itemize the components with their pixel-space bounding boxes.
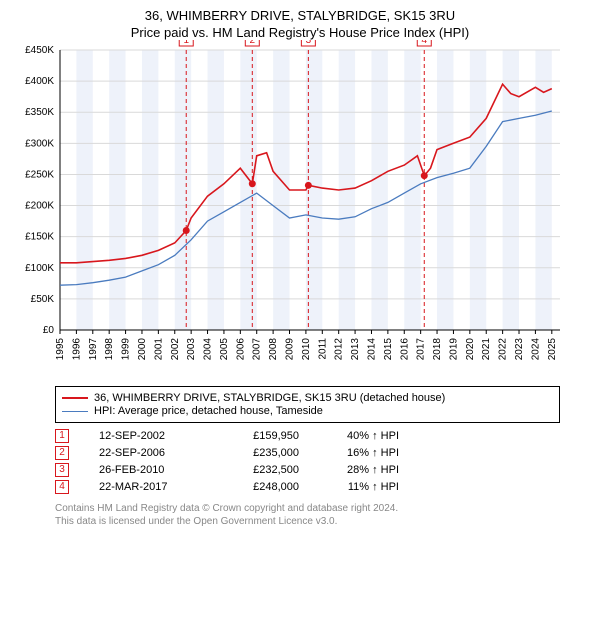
legend-item: 36, WHIMBERRY DRIVE, STALYBRIDGE, SK15 3…: [62, 392, 553, 404]
sale-row: 1 12-SEP-2002£159,95040% ↑ HPI: [55, 429, 560, 443]
sale-price: £159,950: [209, 430, 299, 442]
footer-line1: Contains HM Land Registry data © Crown c…: [55, 502, 560, 515]
x-tick-label: 2006: [235, 338, 246, 361]
x-tick-label: 2009: [285, 338, 296, 361]
x-tick-label: 2013: [350, 338, 361, 361]
year-band: [76, 50, 92, 330]
sale-date: 12-SEP-2002: [99, 430, 209, 442]
x-tick-label: 2008: [268, 338, 279, 361]
x-tick-label: 2005: [219, 338, 230, 361]
x-tick-label: 2025: [547, 338, 558, 361]
x-tick-label: 1998: [104, 338, 115, 361]
sale-point: [421, 172, 428, 179]
sale-marker-icon: 2: [55, 446, 69, 460]
footer-line2: This data is licensed under the Open Gov…: [55, 515, 560, 528]
sale-marker-icon: 1: [55, 429, 69, 443]
sale-date: 22-SEP-2006: [99, 447, 209, 459]
sale-marker-number: 1: [183, 40, 189, 46]
sale-pct-vs-hpi: 40% ↑ HPI: [299, 430, 399, 442]
x-tick-label: 2004: [203, 338, 214, 361]
year-band: [404, 50, 420, 330]
x-tick-label: 2022: [498, 338, 509, 361]
legend: 36, WHIMBERRY DRIVE, STALYBRIDGE, SK15 3…: [55, 386, 560, 423]
legend-swatch: [62, 397, 88, 399]
year-band: [142, 50, 158, 330]
x-tick-label: 2023: [514, 338, 525, 361]
x-tick-label: 1997: [88, 338, 99, 361]
y-tick-label: £450K: [25, 45, 54, 56]
sale-date: 26-FEB-2010: [99, 464, 209, 476]
x-tick-label: 1995: [55, 338, 66, 361]
year-band: [240, 50, 256, 330]
sale-marker-icon: 3: [55, 463, 69, 477]
x-tick-label: 1996: [71, 338, 82, 361]
title-subtitle: Price paid vs. HM Land Registry's House …: [10, 25, 590, 40]
sale-row: 3 26-FEB-2010£232,50028% ↑ HPI: [55, 463, 560, 477]
sale-marker-number: 3: [306, 40, 312, 46]
legend-label: HPI: Average price, detached house, Tame…: [94, 405, 323, 417]
title-block: 36, WHIMBERRY DRIVE, STALYBRIDGE, SK15 3…: [10, 8, 590, 40]
year-band: [273, 50, 289, 330]
x-tick-label: 2000: [137, 338, 148, 361]
y-tick-label: £250K: [25, 169, 54, 180]
y-tick-label: £0: [43, 325, 55, 336]
x-tick-label: 2019: [448, 338, 459, 361]
footer-attribution: Contains HM Land Registry data © Crown c…: [55, 502, 560, 528]
sale-row: 2 22-SEP-2006£235,00016% ↑ HPI: [55, 446, 560, 460]
x-tick-label: 2003: [186, 338, 197, 361]
legend-label: 36, WHIMBERRY DRIVE, STALYBRIDGE, SK15 3…: [94, 392, 445, 404]
price-chart: £0 £50K £100K £150K £200K £250K £300K £350K £400…: [10, 40, 570, 380]
y-tick-label: £100K: [25, 263, 54, 274]
x-tick-label: 2014: [366, 338, 377, 361]
sale-marker-number: 4: [421, 40, 427, 46]
sales-table: 1 12-SEP-2002£159,95040% ↑ HPI 2 22-SEP-200…: [55, 429, 560, 494]
x-tick-label: 2021: [481, 338, 492, 361]
y-tick-label: £350K: [25, 107, 54, 118]
sale-pct-vs-hpi: 16% ↑ HPI: [299, 447, 399, 459]
chart-container: 36, WHIMBERRY DRIVE, STALYBRIDGE, SK15 3…: [0, 0, 600, 536]
year-band: [503, 50, 519, 330]
year-band: [437, 50, 453, 330]
x-tick-label: 2016: [399, 338, 410, 361]
y-tick-label: £400K: [25, 76, 54, 87]
year-band: [470, 50, 486, 330]
x-tick-label: 2024: [530, 338, 541, 361]
sale-pct-vs-hpi: 11% ↑ HPI: [299, 481, 399, 493]
y-tick-label: £300K: [25, 138, 54, 149]
x-tick-label: 2012: [334, 338, 345, 361]
title-address: 36, WHIMBERRY DRIVE, STALYBRIDGE, SK15 3…: [10, 8, 590, 23]
sale-price: £235,000: [209, 447, 299, 459]
x-tick-label: 2001: [153, 338, 164, 361]
sale-marker-icon: 4: [55, 480, 69, 494]
sale-date: 22-MAR-2017: [99, 481, 209, 493]
x-tick-label: 2007: [252, 338, 263, 361]
y-tick-label: £150K: [25, 232, 54, 243]
x-tick-label: 2010: [301, 338, 312, 361]
sale-pct-vs-hpi: 28% ↑ HPI: [299, 464, 399, 476]
year-band: [109, 50, 125, 330]
y-tick-label: £200K: [25, 201, 54, 212]
sale-price: £232,500: [209, 464, 299, 476]
x-tick-label: 1999: [121, 338, 132, 361]
x-tick-label: 2002: [170, 338, 181, 361]
x-tick-label: 2017: [416, 338, 427, 361]
sale-price: £248,000: [209, 481, 299, 493]
x-tick-label: 2015: [383, 338, 394, 361]
sale-point: [183, 227, 190, 234]
legend-item: HPI: Average price, detached house, Tame…: [62, 405, 553, 417]
legend-swatch: [62, 411, 88, 412]
year-band: [175, 50, 191, 330]
y-tick-label: £50K: [31, 294, 55, 305]
x-tick-label: 2018: [432, 338, 443, 361]
sale-point: [305, 182, 312, 189]
sale-marker-number: 2: [250, 40, 256, 46]
x-tick-label: 2020: [465, 338, 476, 361]
year-band: [371, 50, 387, 330]
sale-point: [249, 180, 256, 187]
x-tick-label: 2011: [317, 338, 328, 360]
sale-row: 4 22-MAR-2017£248,00011% ↑ HPI: [55, 480, 560, 494]
